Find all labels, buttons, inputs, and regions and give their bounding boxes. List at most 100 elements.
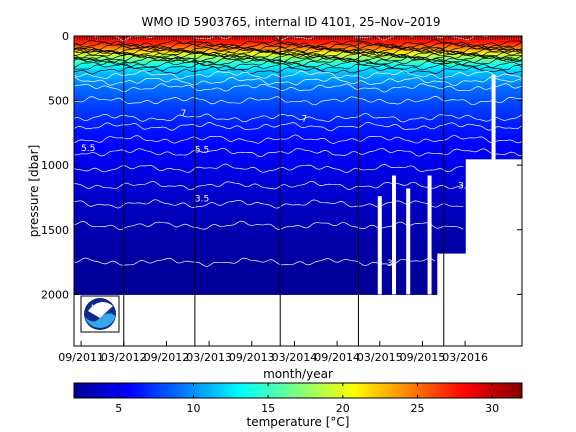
temperature-cell — [436, 209, 466, 211]
temperature-cell — [74, 61, 438, 64]
temperature-cell — [436, 104, 466, 107]
temperature-cell — [436, 162, 466, 165]
temperature-cell — [436, 113, 466, 116]
temperature-cell — [74, 99, 438, 102]
temperature-cell — [74, 88, 438, 91]
temperature-cell — [436, 231, 466, 233]
temperature-cell — [74, 55, 438, 58]
temperature-cell — [74, 293, 438, 295]
temperature-cell — [436, 158, 466, 161]
temperature-cell — [74, 277, 438, 280]
temperature-cell — [436, 57, 466, 60]
contour-label: 3 — [387, 259, 393, 269]
temperature-cell — [74, 287, 438, 290]
temperature-cell — [74, 178, 438, 180]
temperature-cell — [436, 109, 466, 112]
temperature-cell — [74, 64, 438, 67]
x-tick-label: 03/2013 — [186, 351, 232, 364]
temperature-cell — [465, 52, 522, 55]
temperature-cell — [74, 118, 438, 121]
contour-line — [74, 63, 522, 71]
temperature-cell — [74, 143, 438, 146]
temperature-cell — [74, 114, 438, 117]
temperature-cell — [74, 276, 438, 279]
temperature-cell — [74, 110, 438, 113]
temperature-cell — [74, 216, 438, 219]
temperature-cell — [436, 192, 466, 195]
temperature-cell — [74, 135, 438, 138]
temperature-cell — [74, 271, 438, 273]
temperature-cell — [74, 56, 438, 59]
contour-line — [74, 220, 464, 230]
temperature-cell — [74, 125, 438, 128]
temperature-cell — [74, 156, 438, 159]
noaa-logo: NOAA — [80, 295, 120, 333]
temperature-field-segment — [74, 36, 438, 295]
temperature-cell — [436, 228, 466, 231]
temperature-cell — [74, 43, 438, 46]
temperature-cell — [465, 39, 522, 42]
temperature-cell — [436, 227, 466, 230]
temperature-cell — [74, 169, 438, 171]
contour-label: 5.5 — [195, 145, 209, 155]
temperature-cell — [74, 256, 438, 259]
temperature-cell — [436, 141, 466, 144]
temperature-cell — [74, 68, 438, 71]
temperature-cell — [74, 126, 438, 129]
temperature-cell — [74, 272, 438, 275]
temperature-cell — [436, 125, 466, 128]
temperature-cell — [74, 98, 438, 100]
temperature-cell — [74, 150, 438, 153]
temperature-cell — [74, 170, 438, 173]
contour-line — [74, 76, 522, 86]
temperature-cell — [436, 107, 466, 109]
temperature-cell — [436, 200, 466, 202]
x-axis: 09/201103/201209/201203/201309/201303/20… — [58, 341, 488, 364]
temperature-cell — [74, 237, 438, 240]
temperature-cell — [74, 219, 438, 222]
temperature-cell — [74, 188, 438, 191]
contour-line — [74, 60, 522, 69]
data-gap — [406, 188, 411, 295]
temperature-cell — [436, 69, 466, 72]
temperature-cell — [436, 41, 466, 44]
temperature-cell — [74, 197, 438, 200]
temperature-cell — [74, 290, 438, 293]
temperature-cell — [436, 36, 466, 38]
temperature-cell — [74, 129, 438, 131]
temperature-cell — [436, 163, 466, 166]
temperature-cell — [436, 77, 466, 80]
temperature-cell — [436, 234, 466, 237]
temperature-cell — [436, 126, 466, 129]
temperature-cell — [436, 246, 466, 249]
temperature-cell — [74, 83, 438, 86]
temperature-cell — [436, 161, 466, 164]
colorbar-tick-label: 10 — [186, 402, 200, 415]
temperature-cell — [74, 227, 438, 230]
temperature-cell — [74, 104, 438, 107]
temperature-cell — [465, 43, 522, 46]
temperature-cell — [436, 91, 466, 94]
temperature-cell — [436, 37, 466, 40]
temperature-cell — [74, 215, 438, 218]
temperature-cell — [436, 43, 466, 46]
temperature-cell — [436, 236, 466, 239]
temperature-cell — [74, 74, 438, 77]
temperature-cell — [74, 92, 438, 95]
temperature-cell — [436, 130, 466, 133]
temperature-cell — [436, 250, 466, 253]
temperature-cell — [74, 161, 438, 164]
temperature-cell — [74, 191, 438, 193]
temperature-cell — [74, 232, 438, 235]
temperature-cell — [465, 72, 522, 75]
temperature-cell — [74, 193, 438, 196]
temperature-cell — [74, 264, 438, 267]
temperature-cell — [436, 224, 466, 227]
temperature-cell — [436, 242, 466, 245]
temperature-cell — [436, 96, 466, 99]
y-tick-label: 1500 — [41, 224, 69, 237]
temperature-cell — [436, 112, 466, 115]
temperature-cell — [74, 282, 438, 285]
temperature-cell — [74, 284, 438, 286]
temperature-cell — [74, 205, 438, 208]
